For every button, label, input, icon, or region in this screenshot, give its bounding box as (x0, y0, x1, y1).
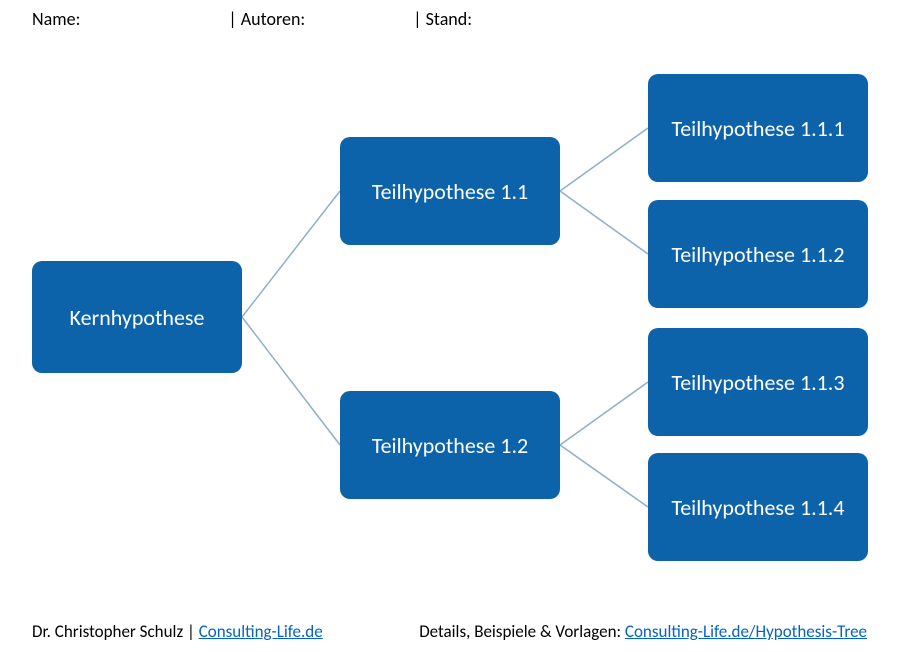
hypothesis-tree: Kernhypothese Teilhypothese 1.1 Teilhypoth… (0, 0, 899, 652)
footer-author: Dr. Christopher Schulz (32, 621, 183, 642)
tree-node-n111: Teilhypothese 1.1.1 (648, 74, 868, 182)
footer-bar: Dr. Christopher Schulz | Consulting-Life… (32, 621, 867, 642)
footer-details-prefix: Details, Beispiele & Vorlagen: (419, 621, 625, 642)
tree-edge (560, 382, 648, 445)
footer-details-link[interactable]: Consulting-Life.de/Hypothesis-Tree (625, 621, 867, 642)
tree-edge (560, 445, 648, 507)
tree-edge (242, 317, 340, 445)
footer-right: Details, Beispiele & Vorlagen: Consultin… (419, 621, 867, 642)
tree-edge (242, 191, 340, 317)
tree-node-root: Kernhypothese (32, 261, 242, 373)
tree-edge (560, 191, 648, 254)
footer-site-link[interactable]: Consulting-Life.de (199, 621, 323, 642)
tree-node-n113: Teilhypothese 1.1.3 (648, 328, 868, 436)
footer-left: Dr. Christopher Schulz | Consulting-Life… (32, 621, 323, 642)
tree-node-n114: Teilhypothese 1.1.4 (648, 453, 868, 561)
tree-node-n12: Teilhypothese 1.2 (340, 391, 560, 499)
tree-node-n112: Teilhypothese 1.1.2 (648, 200, 868, 308)
tree-node-n11: Teilhypothese 1.1 (340, 137, 560, 245)
tree-edge (560, 128, 648, 191)
